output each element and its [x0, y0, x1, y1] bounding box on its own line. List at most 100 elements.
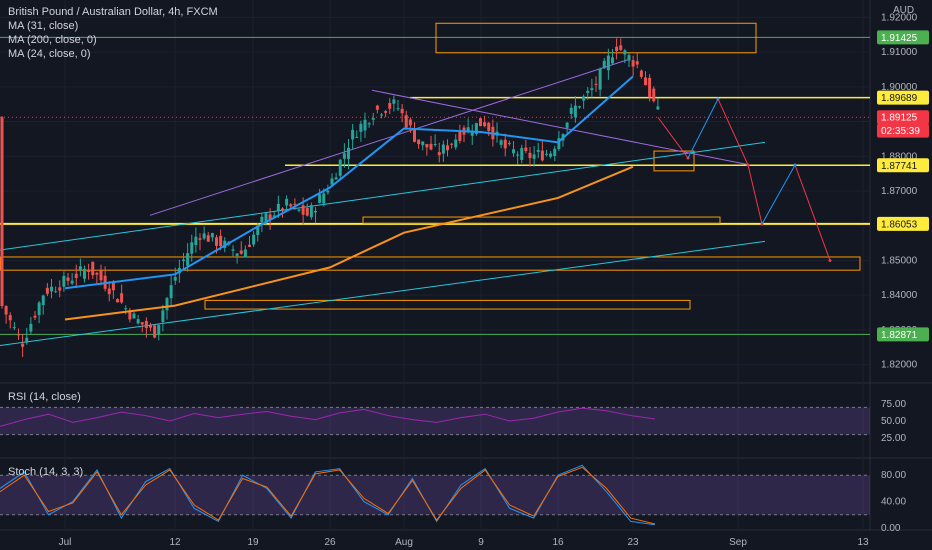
- candle-body: [4, 306, 8, 315]
- candle-body: [25, 337, 29, 343]
- y-tick-label: 1.82000: [881, 360, 918, 371]
- candle-body: [21, 343, 25, 347]
- candle-body: [421, 141, 425, 146]
- forecast-arrow: [794, 164, 831, 261]
- candle-body: [347, 147, 350, 159]
- candle-body: [215, 237, 218, 246]
- chart-legend: British Pound / Australian Dollar, 4h, F…: [8, 5, 218, 61]
- candle-body: [140, 322, 144, 325]
- price-tag-label: 02:35:39: [881, 126, 920, 137]
- indicator-ma-200[interactable]: MA (200, close, 0): [8, 34, 97, 46]
- symbol-title: British Pound / Australian Dollar, 4h, F…: [8, 6, 218, 18]
- x-tick-label: 13: [857, 537, 869, 548]
- y-tick-label: 1.85000: [881, 255, 918, 266]
- candle-body: [413, 130, 416, 142]
- indicator-ma-31[interactable]: MA (31, close): [8, 20, 79, 32]
- candle-body: [165, 298, 169, 311]
- candle-body: [252, 234, 256, 245]
- candle-body: [107, 288, 111, 295]
- candle-body: [528, 152, 532, 159]
- candle-body: [648, 77, 652, 98]
- candle-body: [330, 178, 334, 185]
- candle-body: [309, 205, 313, 218]
- candle-body: [45, 287, 49, 294]
- ma-24-line: [64, 75, 634, 290]
- candle-body: [87, 271, 91, 273]
- zone-rectangle: [435, 22, 757, 54]
- y-tick-label: 1.84000: [881, 290, 918, 301]
- candle-body: [8, 315, 12, 321]
- candle-body: [503, 139, 507, 149]
- candle-body: [479, 118, 482, 127]
- candle-body: [293, 203, 297, 205]
- indicator-ma-24[interactable]: MA (24, close, 0): [8, 48, 91, 60]
- candle-body: [219, 235, 223, 247]
- candle-body: [173, 276, 177, 281]
- rsi-label[interactable]: RSI (14, close): [8, 391, 81, 403]
- candle-body: [0, 117, 4, 307]
- candle-body: [111, 282, 115, 291]
- zone-rectangle: [0, 256, 861, 271]
- y-tick-label: 1.91000: [881, 47, 918, 58]
- x-tick-label: 16: [552, 537, 564, 548]
- candle-body: [62, 275, 66, 287]
- candle-body: [454, 139, 458, 148]
- candle-body: [276, 203, 280, 211]
- candle-body: [153, 325, 157, 338]
- candle-body: [243, 249, 247, 258]
- candle-body: [363, 119, 367, 131]
- candle-body: [342, 153, 346, 159]
- candle-body: [441, 144, 445, 154]
- candle-body: [202, 233, 206, 239]
- candle-body: [12, 327, 16, 329]
- candle-body: [408, 119, 412, 126]
- candle-body: [124, 308, 128, 310]
- candle-body: [524, 147, 528, 152]
- osc-series-line: [0, 407, 656, 427]
- currency-label[interactable]: AUD: [893, 5, 915, 16]
- x-tick-label: 9: [478, 537, 484, 548]
- candle-body: [190, 242, 194, 254]
- candle-body: [582, 96, 586, 101]
- candle-body: [149, 325, 152, 328]
- candle-body: [70, 280, 74, 284]
- candle-body: [586, 90, 590, 93]
- candle-body: [78, 266, 82, 270]
- y-tick-label: 1.88000: [881, 151, 918, 162]
- osc-band: [0, 407, 870, 435]
- stoch-label[interactable]: Stoch (14, 3, 3): [8, 466, 84, 478]
- candles: [0, 38, 660, 357]
- candle-body: [305, 208, 309, 216]
- candle-body: [404, 115, 408, 128]
- candle-body: [74, 273, 78, 279]
- candle-body: [194, 236, 198, 246]
- candle-body: [318, 194, 322, 203]
- osc-tick-label: 0.00: [881, 523, 901, 534]
- candle-body: [235, 253, 239, 256]
- candle-body: [136, 319, 140, 324]
- x-tick-label: Aug: [395, 537, 413, 548]
- forecast-arrow: [761, 164, 796, 225]
- candle-body: [239, 250, 243, 254]
- candle-body: [400, 108, 404, 114]
- candle-body: [210, 233, 214, 238]
- y-tick-label: 1.92000: [881, 12, 918, 23]
- candle-body: [260, 216, 264, 223]
- ma-200-line: [64, 165, 634, 321]
- trendline-purple: [149, 58, 631, 216]
- y-tick-label: 1.87000: [881, 186, 918, 197]
- candle-body: [95, 272, 99, 275]
- candle-body: [37, 302, 41, 316]
- candle-body: [590, 88, 594, 91]
- candle-body: [50, 286, 53, 292]
- candle-body: [578, 106, 581, 108]
- osc-tick-label: 25.00: [881, 433, 906, 444]
- osc-tick-label: 50.00: [881, 416, 906, 427]
- price-tag-label: 1.86053: [881, 219, 918, 230]
- candle-body: [474, 123, 478, 134]
- price-tag-label: 1.82871: [881, 330, 918, 341]
- candle-body: [17, 334, 20, 336]
- price-tag: [877, 216, 929, 231]
